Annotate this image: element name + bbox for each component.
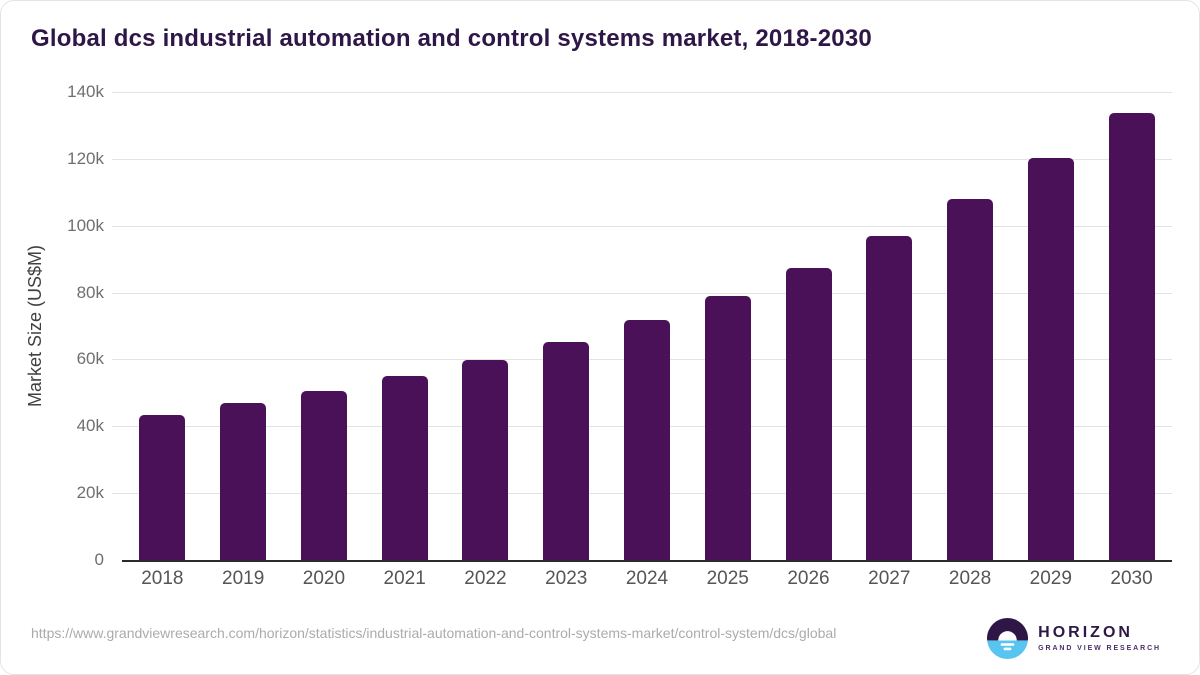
bar-slot-2018 (122, 92, 203, 560)
bar-slot-2026 (768, 92, 849, 560)
bar-slot-2030 (1091, 92, 1172, 560)
x-tick-label-2024: 2024 (625, 568, 669, 589)
bar-2018[interactable] (139, 414, 186, 560)
bar-2020[interactable] (300, 390, 347, 560)
y-tick-label-60k: 60k (76, 349, 104, 369)
y-axis-title-text: Market Size (US$M) (25, 244, 45, 408)
horizon-logo[interactable]: HORIZON GRAND VIEW RESEARCH (986, 615, 1161, 661)
gridline-80k (112, 292, 1172, 294)
bar-2019[interactable] (220, 403, 267, 560)
bar-2024[interactable] (623, 319, 670, 560)
x-tick-label-2018: 2018 (141, 568, 184, 589)
logo-wordmark: HORIZON (1038, 623, 1133, 641)
gridline-120k (112, 158, 1172, 160)
gridline-140k (112, 92, 1172, 93)
bar-slot-2028 (930, 92, 1011, 560)
plot-area (112, 92, 1172, 562)
bar-2022[interactable] (462, 360, 509, 560)
chart-title: Global dcs industrial automation and con… (31, 25, 872, 52)
y-tick-label-120k: 120k (67, 148, 104, 168)
x-tick-label-2025: 2025 (706, 568, 749, 589)
bar-2025[interactable] (704, 295, 751, 560)
x-axis-labels: 2018 2019 2020 2021 2022 2023 2024 2025 2026 2027… (122, 568, 1172, 590)
source-url: https://www.grandviewresearch.com/horizo… (31, 625, 837, 641)
bars-row (122, 92, 1172, 560)
x-tick-label-2030: 2030 (1110, 568, 1153, 589)
x-tick-label-2021: 2021 (383, 568, 426, 589)
bar-2029[interactable] (1027, 157, 1074, 560)
bar-slot-2025 (687, 92, 768, 560)
bar-slot-2027 (849, 92, 930, 560)
y-tick-label-100k: 100k (67, 215, 104, 235)
x-tick-label-2022: 2022 (464, 568, 507, 589)
bar-2021[interactable] (381, 376, 428, 560)
x-tick-label-2029: 2029 (1029, 568, 1072, 589)
bar-2030[interactable] (1108, 113, 1155, 560)
gridline-100k (112, 225, 1172, 227)
sunset-horizon-icon (987, 617, 1029, 659)
x-tick-label-2027: 2027 (868, 568, 911, 589)
bar-2023[interactable] (543, 342, 590, 560)
x-tick-label-2019: 2019 (222, 568, 265, 589)
bar-slot-2020 (284, 92, 365, 560)
bar-slot-2029 (1010, 92, 1091, 560)
bar-slot-2024 (607, 92, 688, 560)
y-tick-label-40k: 40k (76, 416, 104, 436)
y-tick-label-20k: 20k (76, 483, 104, 503)
bar-2027[interactable] (866, 236, 913, 560)
logo-subtitle: GRAND VIEW RESEARCH (1038, 644, 1161, 652)
logo-text: HORIZON GRAND VIEW RESEARCH (1038, 624, 1161, 653)
bar-slot-2019 (203, 92, 284, 560)
y-tick-label-80k: 80k (76, 282, 104, 302)
x-tick-label-2028: 2028 (948, 568, 992, 589)
bar-slot-2023 (526, 92, 607, 560)
bar-slot-2021 (364, 92, 445, 560)
x-tick-label-2026: 2026 (787, 568, 830, 589)
y-tick-label-140k: 140k (67, 82, 104, 101)
bar-2028[interactable] (947, 199, 994, 560)
bar-slot-2022 (445, 92, 526, 560)
x-tick-label-2020: 2020 (302, 568, 346, 589)
x-tick-label-2023: 2023 (545, 568, 588, 589)
bar-2026[interactable] (785, 268, 832, 560)
y-tick-label-0: 0 (94, 550, 104, 569)
